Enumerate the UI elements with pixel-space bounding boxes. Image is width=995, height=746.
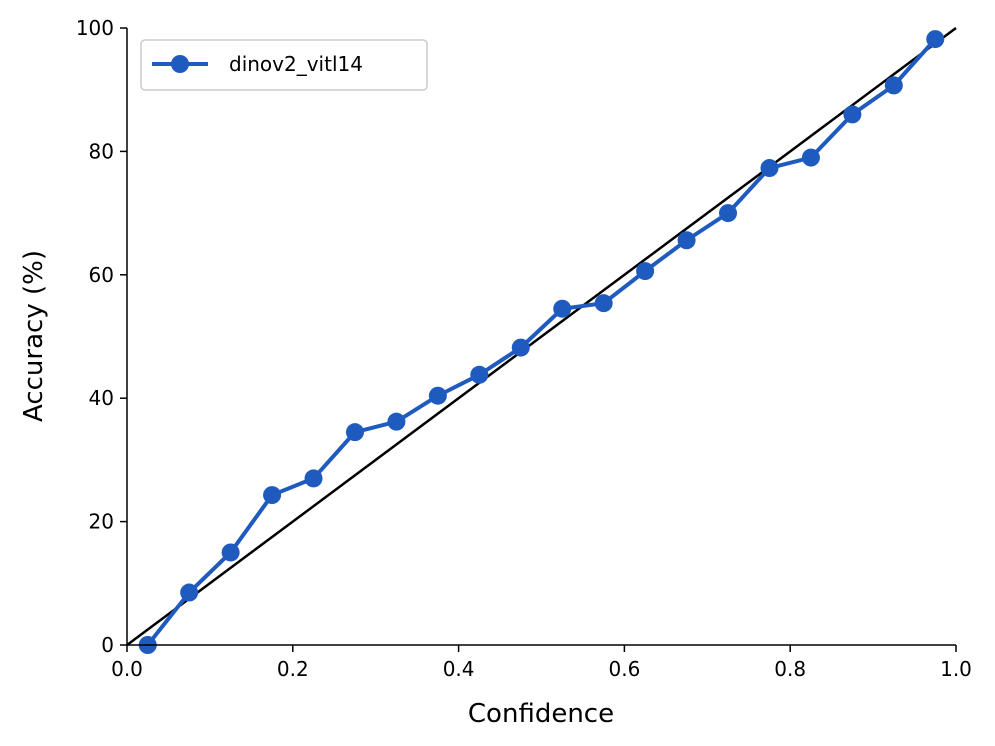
x-tick-label: 0.8 [774, 657, 806, 681]
y-tick-label: 20 [89, 510, 114, 534]
series-layer [138, 30, 945, 654]
axes-layer [126, 28, 956, 646]
x-axis-label: Confidence [468, 699, 614, 729]
y-tick-label: 0 [101, 633, 114, 657]
y-tick-label: 40 [89, 386, 114, 410]
data-point [719, 204, 738, 223]
data-point [884, 76, 903, 95]
y-axis-label: Accuracy (%) [19, 250, 49, 422]
x-tick-label: 0.4 [443, 657, 475, 681]
y-tick-label: 80 [89, 139, 114, 163]
data-point [511, 338, 530, 357]
data-point [263, 486, 282, 505]
data-point [760, 159, 779, 178]
y-tick-label: 60 [89, 263, 114, 287]
x-tick-label: 1.0 [940, 657, 972, 681]
legend-marker-swatch [171, 55, 189, 73]
ticks-layer: 0.0 0.2 0.4 0.6 0.8 1.0 0 20 40 60 80 100 [76, 16, 972, 681]
legend: dinov2_vitl14 [140, 39, 428, 91]
data-point [594, 294, 613, 313]
y-tick-label: 100 [76, 16, 114, 40]
data-point [387, 412, 406, 431]
data-point [926, 30, 945, 49]
legend-label: dinov2_vitl14 [229, 52, 363, 76]
data-point [677, 231, 696, 250]
reference-layer [126, 26, 957, 647]
data-point [304, 469, 323, 488]
data-point [470, 365, 489, 384]
data-point [221, 543, 240, 562]
data-point [801, 148, 820, 167]
x-tick-label: 0.0 [111, 657, 143, 681]
data-point [428, 386, 447, 405]
data-point [843, 105, 862, 124]
data-point [180, 583, 199, 602]
data-point [553, 299, 572, 318]
legend-box [140, 39, 428, 91]
x-tick-label: 0.2 [277, 657, 309, 681]
data-point [345, 423, 364, 442]
data-point [636, 262, 655, 281]
x-tick-label: 0.6 [608, 657, 640, 681]
reference-diagonal-line [126, 26, 957, 647]
